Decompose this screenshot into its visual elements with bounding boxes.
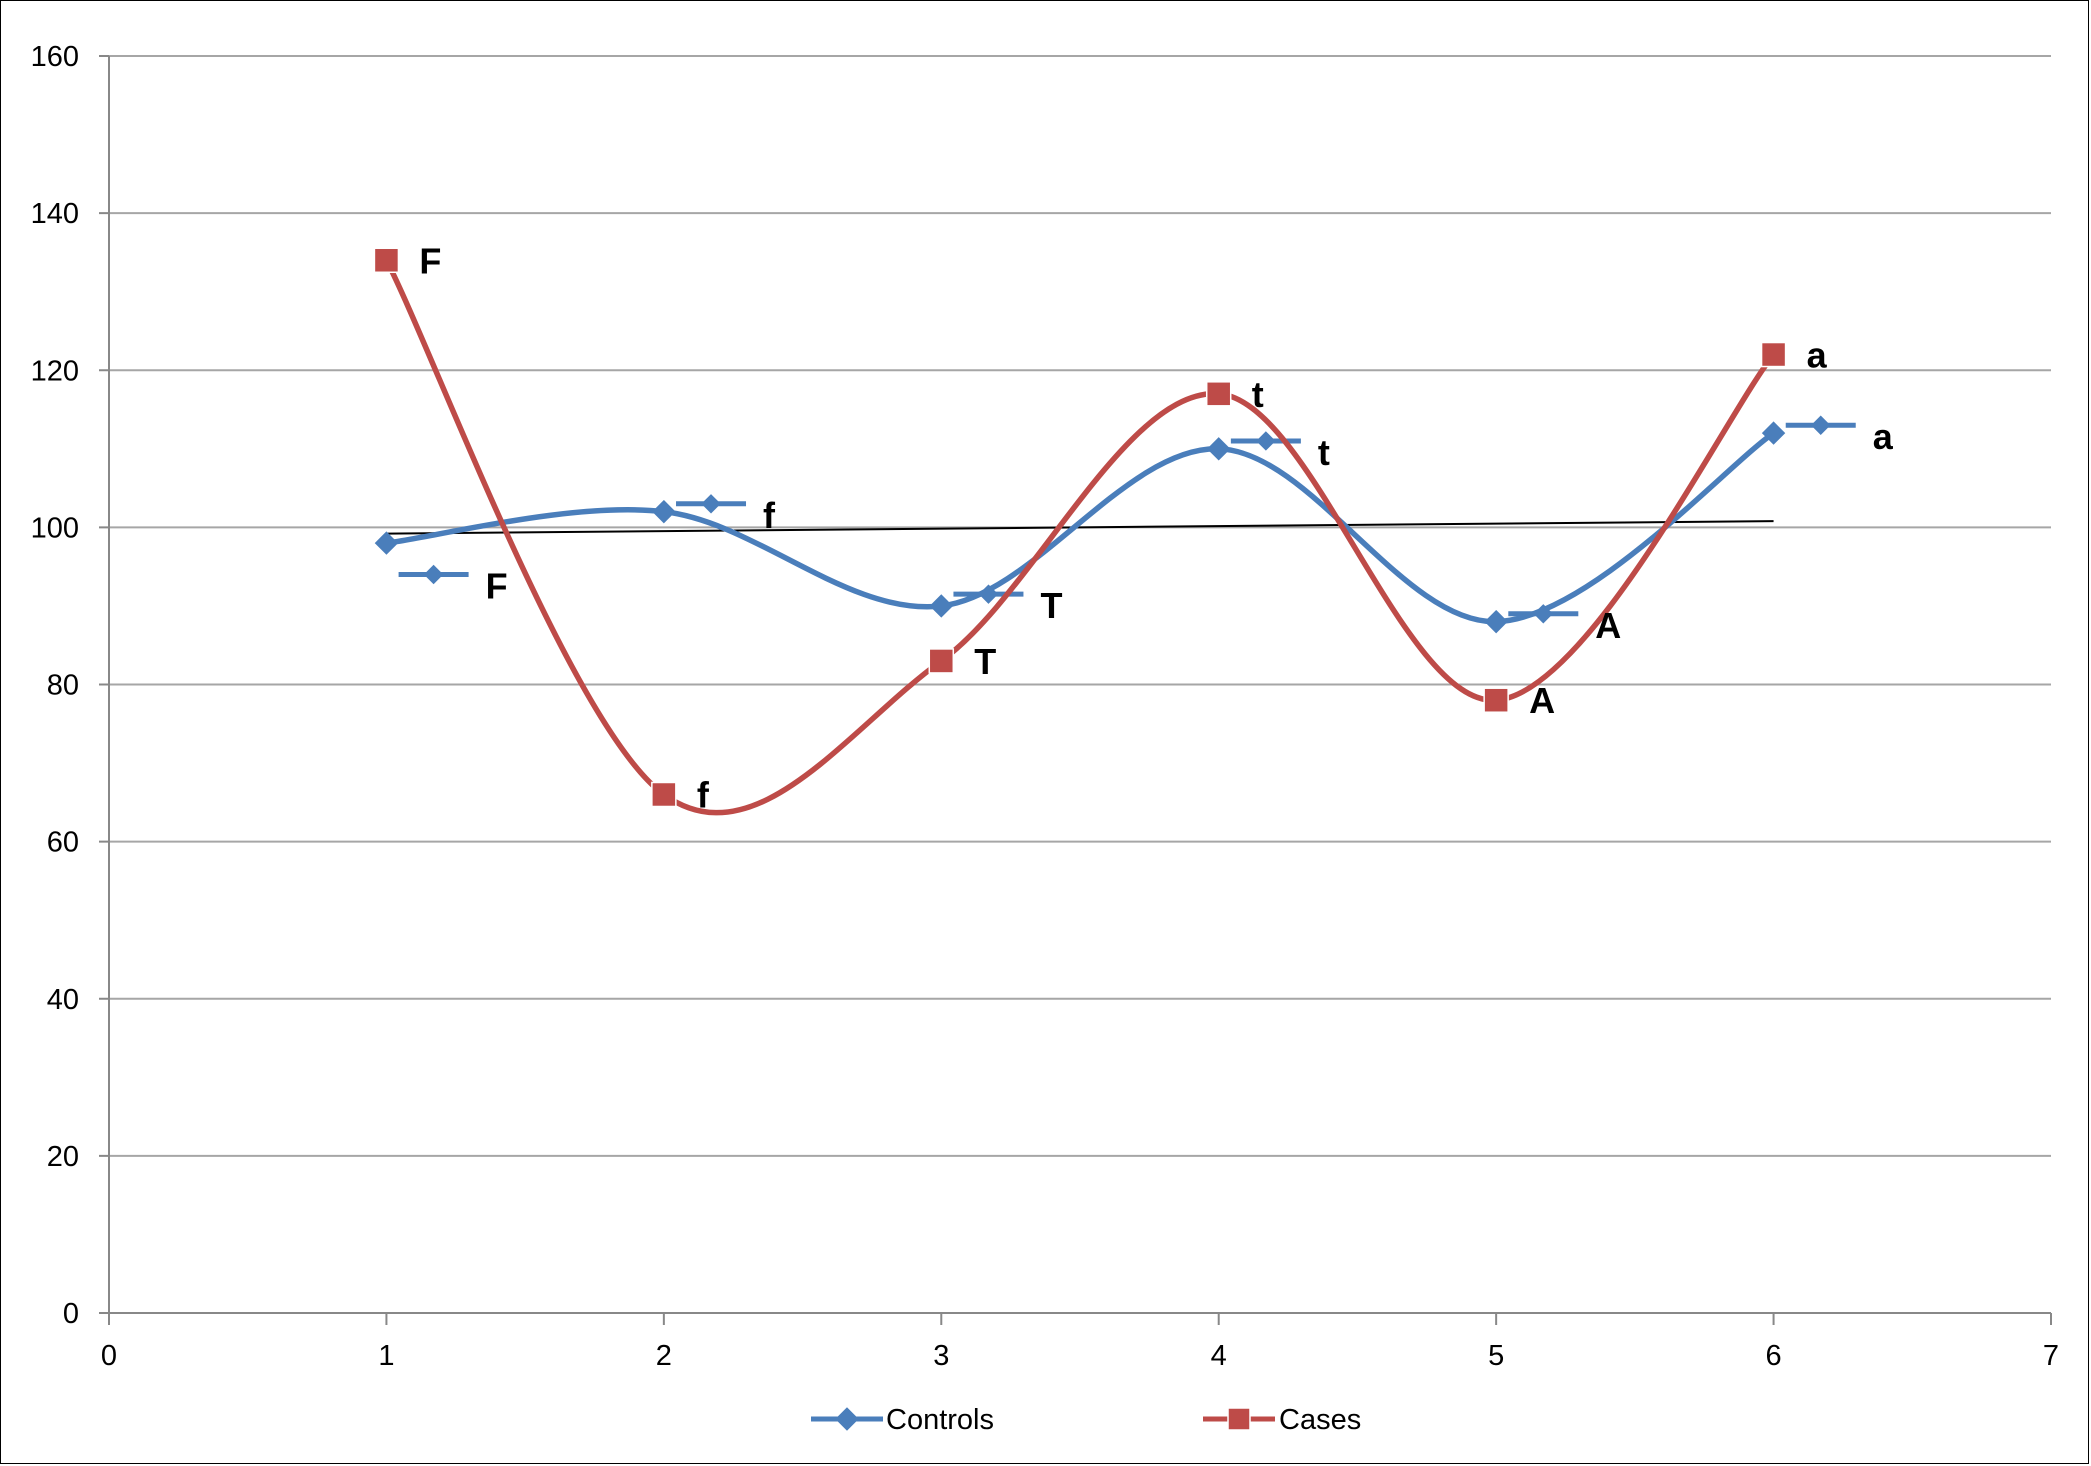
- controls-point: [1484, 609, 1508, 634]
- cases-point: [928, 648, 955, 674]
- controls-point: [1207, 437, 1231, 461]
- legend-label: Cases: [1279, 1404, 1361, 1436]
- controls-line: [383, 430, 1777, 625]
- controls-label-marker: [1256, 431, 1276, 451]
- controls-label-marker: [701, 494, 721, 514]
- controls-point: [652, 499, 676, 524]
- cases-line: [383, 257, 1777, 816]
- y-tick-label: 80: [47, 670, 79, 702]
- trendline-line: [386, 520, 1774, 535]
- gridlines: [109, 55, 2051, 1157]
- controls-point-label: f: [763, 495, 776, 536]
- x-tick-label: 7: [2043, 1340, 2059, 1372]
- legend-label: Controls: [886, 1404, 994, 1436]
- y-tick-label: 160: [31, 41, 79, 73]
- controls-point-label: F: [486, 566, 508, 607]
- cases-point-label: F: [419, 240, 441, 281]
- controls-point: [1761, 421, 1786, 445]
- y-tick-label: 120: [31, 355, 79, 387]
- x-tick-label: 2: [656, 1340, 672, 1372]
- cases-point-label: a: [1807, 335, 1828, 376]
- legend-swatch-controls: [835, 1407, 859, 1431]
- y-tick-label: 20: [47, 1141, 79, 1173]
- controls-point-label: A: [1595, 605, 1621, 646]
- cases-point-label: T: [974, 641, 996, 682]
- cases-point: [651, 781, 677, 808]
- controls-point-label: T: [1040, 585, 1062, 626]
- cases-point: [373, 247, 400, 274]
- controls-point-label: t: [1318, 432, 1330, 473]
- cases-point: [1760, 341, 1787, 368]
- y-tick-label: 60: [47, 827, 79, 859]
- cases-point: [1483, 687, 1509, 713]
- axes: 0 20 40 60 80 100 120 140 160 0 1 2 3 4 5 6 7: [31, 41, 2059, 1372]
- trendline: [386, 520, 1774, 535]
- point-labels: Ff Tt Aa Ff Tt Aa: [419, 240, 1893, 815]
- legend-swatch-cases: [1227, 1407, 1251, 1431]
- controls-label-marker: [423, 564, 444, 585]
- x-tick-label: 4: [1211, 1340, 1227, 1372]
- legend: Controls Cases: [811, 1404, 1361, 1436]
- controls-point-label: a: [1873, 416, 1894, 457]
- x-tick-label: 3: [933, 1340, 949, 1372]
- series: [373, 247, 1856, 816]
- x-tick-label: 6: [1766, 1340, 1782, 1372]
- y-tick-label: 40: [47, 984, 79, 1016]
- cases-point-label: A: [1529, 680, 1555, 721]
- controls-label-marker: [1811, 415, 1831, 435]
- cases-point-label: f: [697, 774, 710, 815]
- cases-point: [1205, 381, 1232, 407]
- y-tick-label: 140: [31, 198, 79, 230]
- controls-point: [374, 531, 399, 555]
- y-tick-label: 100: [31, 512, 79, 544]
- cases-point-label: t: [1252, 374, 1264, 415]
- x-tick-label: 0: [101, 1340, 117, 1372]
- x-tick-label: 1: [378, 1340, 394, 1372]
- x-tick-label: 5: [1488, 1340, 1504, 1372]
- y-tick-label: 0: [63, 1298, 79, 1330]
- controls-point: [929, 594, 953, 618]
